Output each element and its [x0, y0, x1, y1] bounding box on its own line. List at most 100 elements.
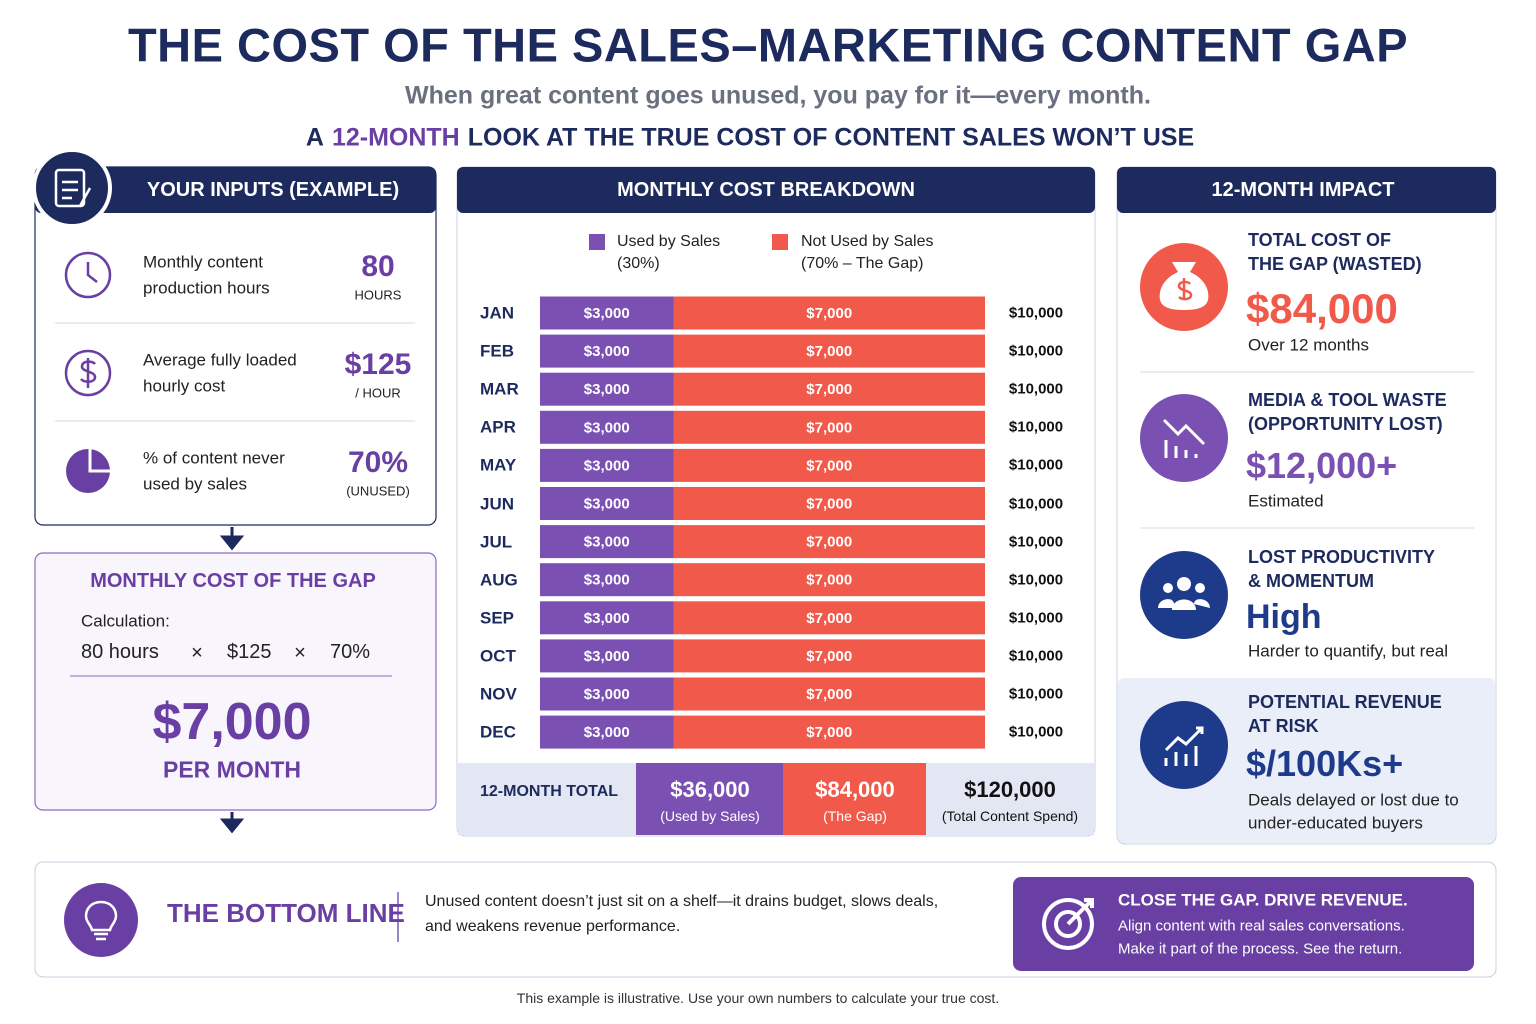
impact-label: THE GAP (WASTED)	[1248, 254, 1422, 274]
money-bag-glyph	[1177, 278, 1193, 301]
arrow	[219, 812, 245, 834]
bar-segment	[540, 525, 674, 559]
month-label: JUN	[480, 494, 515, 513]
input-value: 80	[361, 250, 395, 283]
clock-hands	[86, 262, 98, 283]
inputs-header	[35, 167, 436, 213]
total-value: $84,000	[815, 777, 895, 802]
impact-value: $/100Ks+	[1246, 743, 1404, 784]
bar-segment	[673, 410, 985, 444]
subtitle: When great content goes unused, you pay …	[405, 81, 1151, 110]
impact-note: Harder to quantify, but real	[1248, 641, 1449, 661]
total-note: (Total Content Spend)	[941, 808, 1079, 824]
input-label: Monthly content	[143, 252, 264, 272]
bar-segment	[540, 563, 674, 597]
bar-label: $7,000	[806, 724, 852, 741]
input-unit: (UNUSED)	[346, 483, 410, 499]
row-total: $10,000	[1008, 533, 1064, 551]
gap-title: MONTHLY COST OF THE GAP	[90, 570, 376, 592]
bar-label: $3,000	[584, 648, 630, 665]
cta-box	[1013, 877, 1474, 971]
bar-label: $7,000	[806, 457, 852, 474]
bar-segment	[540, 677, 674, 711]
bar-label: $7,000	[806, 534, 852, 551]
footer-note: This example is illustrative. Use your o…	[516, 990, 1000, 1006]
target-ring	[1054, 910, 1082, 938]
bar-label: $7,000	[806, 686, 852, 703]
total-note: (Used by Sales)	[660, 808, 760, 824]
bar-segment	[673, 677, 985, 711]
bar-label: $3,000	[584, 343, 630, 360]
month-label: NOV	[480, 684, 517, 704]
bar-label: $3,000	[584, 495, 630, 512]
input-label: production hours	[143, 278, 270, 298]
bar-segment	[540, 372, 674, 406]
input-value: 70%	[347, 446, 409, 479]
bar-label: $7,000	[806, 381, 852, 398]
gap-panel	[34, 552, 437, 811]
impact-value: High	[1246, 598, 1322, 636]
calc-factor: 80 hours	[81, 641, 159, 663]
clipboard-shape	[54, 168, 86, 208]
bar-label: $7,000	[806, 572, 852, 589]
month-label: OCT	[480, 646, 516, 666]
total-cell	[783, 763, 926, 835]
legend-label: Used by Sales	[617, 233, 721, 250]
input-label: % of content never	[143, 448, 285, 468]
month-label: AUG	[480, 570, 518, 590]
bulb-glyph	[84, 900, 118, 941]
panel-title: YOUR INPUTS (EXAMPLE)	[146, 179, 400, 201]
legend-swatch	[589, 234, 605, 250]
pie-icon	[66, 449, 110, 493]
cta-title: CLOSE THE GAP. DRIVE REVENUE.	[1118, 890, 1408, 910]
calc-label: Calculation:	[81, 611, 170, 631]
bar-segment	[673, 563, 985, 597]
bar-segment	[673, 372, 985, 406]
bar-segment	[540, 601, 674, 635]
legend-note: (30%)	[617, 255, 660, 272]
tagline-text: LOOK AT THE TRUE COST OF CONTENT SALES W…	[467, 123, 1195, 152]
month-label: MAY	[480, 455, 517, 475]
decline-glyph	[1162, 418, 1206, 458]
calc-factor: $125	[227, 641, 272, 663]
tagline-highlight: 12-MONTH	[331, 123, 460, 152]
bar-label: $7,000	[806, 343, 852, 360]
month-label: MAR	[480, 379, 519, 399]
bar-label: $7,000	[806, 305, 852, 322]
person	[1163, 583, 1173, 593]
cta-text: Make it part of the process. See the ret…	[1118, 940, 1403, 958]
bar-label: $3,000	[584, 724, 630, 741]
input-label: used by sales	[143, 474, 247, 494]
tagline-text: A	[305, 123, 324, 152]
clipboard-icon	[32, 148, 112, 228]
month-label: JUL	[480, 532, 513, 552]
bar-segment	[673, 639, 985, 673]
chart-title: MONTHLY COST BREAKDOWN	[617, 179, 915, 201]
bulb-icon	[64, 883, 138, 957]
dollar-icon	[64, 349, 112, 397]
bar-segment	[673, 525, 985, 559]
bar-label: $7,000	[806, 495, 852, 512]
dollar-glyph	[80, 358, 97, 388]
impact-label: LOST PRODUCTIVITY	[1248, 547, 1436, 567]
row-total: $10,000	[1008, 647, 1064, 665]
bar-segment	[673, 487, 985, 520]
legend-label: Not Used by Sales	[801, 233, 934, 250]
bar-label: $3,000	[584, 381, 630, 398]
row-total: $10,000	[1008, 685, 1064, 703]
bar-label: $3,000	[584, 457, 630, 474]
bar-segment	[540, 715, 674, 749]
bar-segment	[540, 448, 674, 482]
calc-factor: 70%	[330, 641, 371, 663]
decline-icon	[1140, 394, 1228, 482]
bar-label: $3,000	[584, 419, 630, 436]
impact-label: AT RISK	[1248, 716, 1319, 736]
bar-segment	[540, 296, 674, 330]
breakdown-header	[457, 167, 1095, 213]
row-total: $10,000	[1008, 609, 1064, 627]
impact-value: $12,000+	[1246, 445, 1398, 486]
row-total: $10,000	[1008, 418, 1064, 436]
impact-label: POTENTIAL REVENUE	[1248, 692, 1442, 712]
bar-label: $3,000	[584, 686, 630, 703]
